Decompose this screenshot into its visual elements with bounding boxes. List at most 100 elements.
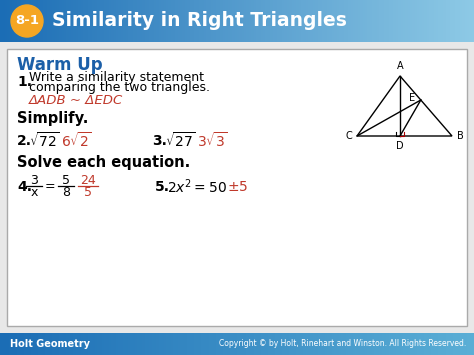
Bar: [107, 333, 109, 355]
Bar: [358, 333, 360, 355]
Text: C: C: [345, 131, 352, 141]
Bar: [50, 0, 52, 42]
Bar: [273, 0, 275, 42]
Bar: [303, 0, 306, 42]
Bar: [292, 0, 294, 42]
Bar: [431, 0, 434, 42]
Bar: [280, 333, 282, 355]
Bar: [386, 0, 389, 42]
Bar: [100, 0, 102, 42]
Bar: [239, 0, 242, 42]
Bar: [446, 333, 448, 355]
Bar: [453, 0, 455, 42]
Bar: [228, 0, 230, 42]
Bar: [76, 333, 78, 355]
Bar: [114, 333, 116, 355]
Bar: [348, 333, 351, 355]
Bar: [230, 0, 232, 42]
Bar: [235, 333, 237, 355]
Bar: [185, 333, 187, 355]
Bar: [424, 0, 427, 42]
Bar: [178, 333, 180, 355]
Text: comparing the two triangles.: comparing the two triangles.: [29, 82, 210, 94]
Text: E: E: [409, 93, 415, 103]
Bar: [270, 333, 273, 355]
Bar: [204, 333, 206, 355]
Bar: [9, 333, 12, 355]
Bar: [104, 0, 107, 42]
Bar: [83, 333, 85, 355]
Text: Similarity in Right Triangles: Similarity in Right Triangles: [52, 11, 347, 31]
Bar: [446, 0, 448, 42]
Bar: [66, 0, 69, 42]
Bar: [408, 0, 410, 42]
Bar: [332, 0, 334, 42]
Bar: [344, 333, 346, 355]
Text: x: x: [30, 186, 38, 200]
Bar: [121, 0, 123, 42]
Bar: [379, 0, 382, 42]
Bar: [356, 333, 358, 355]
Bar: [130, 333, 133, 355]
Bar: [382, 0, 384, 42]
Bar: [292, 333, 294, 355]
Bar: [460, 0, 462, 42]
Bar: [40, 0, 43, 42]
Bar: [322, 333, 325, 355]
Bar: [19, 333, 21, 355]
Bar: [467, 0, 469, 42]
Bar: [109, 333, 111, 355]
Bar: [180, 0, 182, 42]
Bar: [232, 333, 235, 355]
Bar: [88, 333, 90, 355]
Bar: [230, 333, 232, 355]
Bar: [254, 0, 256, 42]
Bar: [118, 333, 121, 355]
Bar: [164, 0, 166, 42]
Bar: [88, 0, 90, 42]
Bar: [469, 0, 472, 42]
Bar: [384, 0, 386, 42]
Bar: [235, 0, 237, 42]
Bar: [436, 0, 438, 42]
Bar: [2, 0, 5, 42]
Bar: [45, 0, 47, 42]
Bar: [9, 0, 12, 42]
Bar: [441, 0, 443, 42]
Bar: [258, 0, 261, 42]
Bar: [405, 333, 408, 355]
Bar: [81, 333, 83, 355]
Bar: [422, 333, 424, 355]
Bar: [220, 333, 223, 355]
Bar: [142, 333, 145, 355]
Bar: [190, 0, 192, 42]
Bar: [197, 0, 199, 42]
Bar: [455, 0, 457, 42]
Bar: [59, 0, 62, 42]
Bar: [318, 0, 320, 42]
Bar: [5, 0, 7, 42]
Bar: [19, 0, 21, 42]
Bar: [7, 0, 9, 42]
Bar: [194, 333, 197, 355]
Bar: [322, 0, 325, 42]
Bar: [43, 0, 45, 42]
Bar: [145, 0, 147, 42]
Bar: [261, 0, 263, 42]
Bar: [287, 333, 289, 355]
Bar: [24, 0, 26, 42]
Bar: [137, 333, 140, 355]
Bar: [438, 0, 441, 42]
Bar: [223, 0, 225, 42]
Bar: [277, 0, 280, 42]
Bar: [185, 0, 187, 42]
Bar: [374, 0, 377, 42]
Bar: [429, 0, 431, 42]
Bar: [275, 333, 277, 355]
Bar: [28, 0, 31, 42]
Bar: [287, 0, 289, 42]
Bar: [206, 0, 209, 42]
Bar: [73, 333, 76, 355]
Bar: [164, 333, 166, 355]
Bar: [424, 333, 427, 355]
